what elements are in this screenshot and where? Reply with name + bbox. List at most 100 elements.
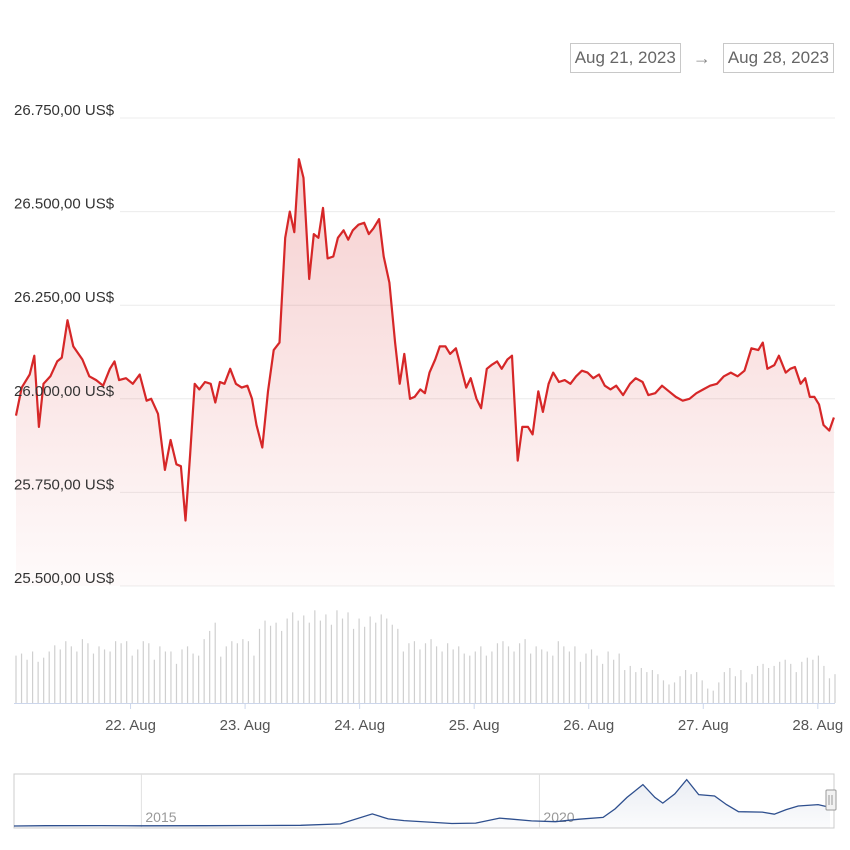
date-range-selector: Aug 21, 2023 → Aug 28, 2023 — [569, 43, 834, 73]
volume-bar — [164, 651, 167, 703]
volume-bar — [806, 657, 808, 703]
volume-bar — [629, 665, 631, 703]
volume-bar — [292, 612, 294, 703]
volume-bar — [701, 680, 703, 703]
volume-bar — [662, 680, 665, 703]
volume-bar — [92, 653, 95, 703]
navigator-area — [14, 779, 830, 828]
volume-bar — [330, 624, 333, 703]
volume-bar — [530, 653, 532, 703]
volume-bar — [646, 672, 648, 703]
volume-bar — [258, 628, 261, 703]
volume-bar — [767, 667, 770, 703]
volume-bar — [469, 655, 471, 703]
volume-bar — [391, 624, 393, 703]
volume-bar — [225, 646, 227, 703]
volume-bar — [563, 646, 565, 703]
volume-bar — [480, 646, 482, 703]
volume-bar — [424, 643, 427, 703]
volume-bar — [624, 670, 626, 703]
volume-bar — [413, 641, 416, 703]
volume-bar — [635, 672, 637, 703]
volume-bar — [684, 670, 687, 703]
volume-bar — [817, 655, 819, 703]
volume-bar — [535, 646, 537, 703]
volume-bar — [48, 651, 50, 703]
volume-bar — [137, 649, 139, 703]
volume-bar — [220, 656, 222, 703]
volume-bar — [297, 620, 299, 703]
volume-bar — [253, 655, 255, 703]
volume-bar — [601, 663, 604, 703]
volume-bar — [214, 622, 216, 703]
volume-bar — [347, 612, 349, 703]
navigator-handle[interactable] — [825, 789, 837, 811]
volume-bar — [358, 618, 360, 703]
date-from-input[interactable]: Aug 21, 2023 — [569, 43, 681, 73]
volume-bar — [308, 622, 310, 703]
volume-bar — [15, 655, 17, 703]
x-tick-label: 28. Aug — [792, 717, 843, 734]
volume-bar — [801, 661, 803, 703]
volume-bar — [269, 625, 272, 703]
y-axis-labels: 25.500,00 US$ 25.750,00 US$ 26.000,00 US$ 2… — [14, 102, 115, 587]
volume-bar — [696, 672, 698, 703]
price-area-fill — [16, 159, 834, 586]
volume-bar — [32, 651, 34, 703]
volume-bar — [103, 649, 106, 703]
volume-bar — [828, 678, 831, 703]
volume-bar — [26, 659, 28, 703]
date-to-input[interactable]: Aug 28, 2023 — [722, 43, 834, 73]
volume-bar — [447, 643, 449, 703]
y-tick-label: 25.500,00 US$ — [14, 570, 115, 587]
x-tick-label: 27. Aug — [678, 717, 729, 734]
navigator[interactable]: 2015 2020 — [13, 773, 837, 829]
volume-bar — [325, 614, 327, 703]
volume-bar — [153, 659, 155, 703]
x-tick-label: 26. Aug — [563, 717, 614, 734]
volume-bar — [613, 659, 615, 703]
volume-bar — [231, 641, 233, 703]
x-tick-label: 25. Aug — [449, 717, 500, 734]
volume-bar — [397, 628, 399, 703]
volume-bar — [784, 659, 786, 703]
volume-bar — [496, 643, 499, 703]
volume-bar — [314, 610, 316, 703]
volume-bar — [70, 646, 72, 703]
x-axis-labels: 22. Aug 23. Aug 24. Aug 25. Aug 26. Aug 27. A… — [105, 703, 843, 734]
volume-bar — [474, 651, 476, 703]
x-tick-label: 22. Aug — [105, 717, 156, 734]
volume-bar — [142, 641, 144, 703]
volume-bar — [120, 643, 122, 703]
volume-bar — [275, 622, 277, 703]
volume-bar — [87, 643, 89, 703]
volume-bar — [170, 651, 172, 703]
x-tick-label: 24. Aug — [334, 717, 385, 734]
volume-bar — [740, 670, 742, 703]
volume-bar — [115, 641, 117, 703]
volume-bar — [419, 649, 421, 703]
volume-bar — [286, 618, 288, 703]
volume-bar — [408, 643, 410, 703]
volume-bar — [54, 645, 56, 703]
volume-bar — [729, 667, 731, 703]
volume-bar — [513, 651, 515, 703]
volume-bar — [834, 674, 836, 703]
volume-bar — [98, 646, 100, 703]
volume-bar — [790, 663, 792, 703]
volume-bar — [236, 643, 238, 703]
volume-bar — [751, 674, 753, 703]
price-area — [14, 158, 835, 586]
volume-bar — [640, 667, 642, 703]
volume-bar — [203, 639, 205, 703]
volume-bar — [574, 646, 576, 703]
volume-bar — [364, 626, 366, 703]
volume-bar — [507, 646, 510, 703]
volume-bar — [541, 649, 543, 703]
volume-bar — [518, 643, 521, 703]
volume-bar — [341, 618, 344, 703]
volume-bar — [596, 655, 598, 703]
y-tick-label: 26.250,00 US$ — [14, 289, 115, 306]
volume-bar — [552, 655, 554, 703]
